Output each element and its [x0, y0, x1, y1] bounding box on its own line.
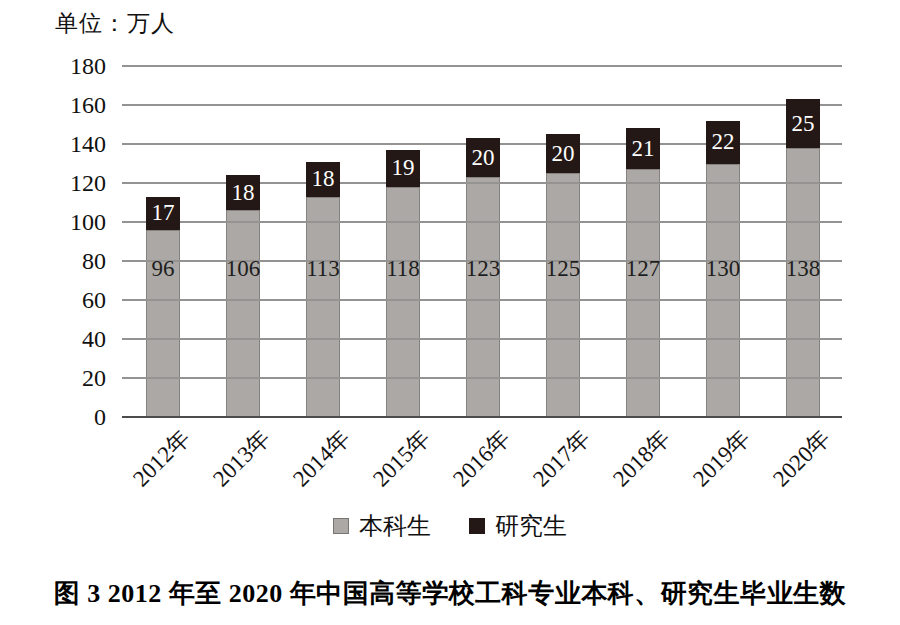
- y-axis-tick-label: 80: [38, 248, 106, 274]
- y-axis-tick-label: 20: [38, 365, 106, 391]
- gridline-40: [122, 338, 842, 340]
- value-label-undergraduate-2012年: 96: [128, 256, 198, 282]
- figure-caption: 图 3 2012 年至 2020 年中国高等学校工科专业本科、研究生毕业生数: [0, 576, 900, 611]
- value-label-graduate-2014年: 18: [288, 166, 358, 192]
- chart-plot-area: 02040608010012014016018096172012年1061820…: [122, 66, 842, 417]
- value-label-graduate-2012年: 17: [128, 200, 198, 226]
- value-label-graduate-2018年: 21: [608, 136, 678, 162]
- y-axis-tick-label: 180: [38, 53, 106, 79]
- bar-undergraduate-2016年: [466, 177, 500, 417]
- y-axis-tick-label: 140: [38, 131, 106, 157]
- y-axis-tick-label: 160: [38, 92, 106, 118]
- value-label-undergraduate-2014年: 113: [288, 256, 358, 282]
- gridline-160: [122, 104, 842, 106]
- gridline-100: [122, 221, 842, 223]
- gridline-60: [122, 299, 842, 301]
- value-label-graduate-2019年: 22: [688, 129, 758, 155]
- y-axis-tick-label: 40: [38, 326, 106, 352]
- value-label-graduate-2013年: 18: [208, 180, 278, 206]
- gridline-20: [122, 377, 842, 379]
- value-label-undergraduate-2013年: 106: [208, 256, 278, 282]
- gridline-180: [122, 65, 842, 67]
- unit-label: 单位：万人: [55, 8, 175, 39]
- legend: 本科生 研究生: [0, 510, 900, 542]
- y-axis-tick-label: 60: [38, 287, 106, 313]
- value-label-undergraduate-2018年: 127: [608, 256, 678, 282]
- value-label-undergraduate-2015年: 118: [368, 256, 438, 282]
- value-label-graduate-2015年: 19: [368, 155, 438, 181]
- value-label-undergraduate-2016年: 123: [448, 256, 518, 282]
- value-label-graduate-2020年: 25: [768, 111, 838, 137]
- y-axis-tick-label: 100: [38, 209, 106, 235]
- y-axis-tick-label: 120: [38, 170, 106, 196]
- bar-undergraduate-2014年: [306, 197, 340, 417]
- value-label-undergraduate-2017年: 125: [528, 256, 598, 282]
- y-axis-tick-label: 0: [38, 404, 106, 430]
- bar-undergraduate-2018年: [626, 169, 660, 417]
- figure: 单位：万人 02040608010012014016018096172012年1…: [0, 0, 900, 625]
- bar-undergraduate-2013年: [226, 210, 260, 417]
- bar-undergraduate-2017年: [546, 173, 580, 417]
- x-axis-line: [122, 416, 842, 418]
- value-label-undergraduate-2019年: 130: [688, 256, 758, 282]
- value-label-undergraduate-2020年: 138: [768, 256, 838, 282]
- value-label-graduate-2016年: 20: [448, 145, 518, 171]
- value-label-graduate-2017年: 20: [528, 141, 598, 167]
